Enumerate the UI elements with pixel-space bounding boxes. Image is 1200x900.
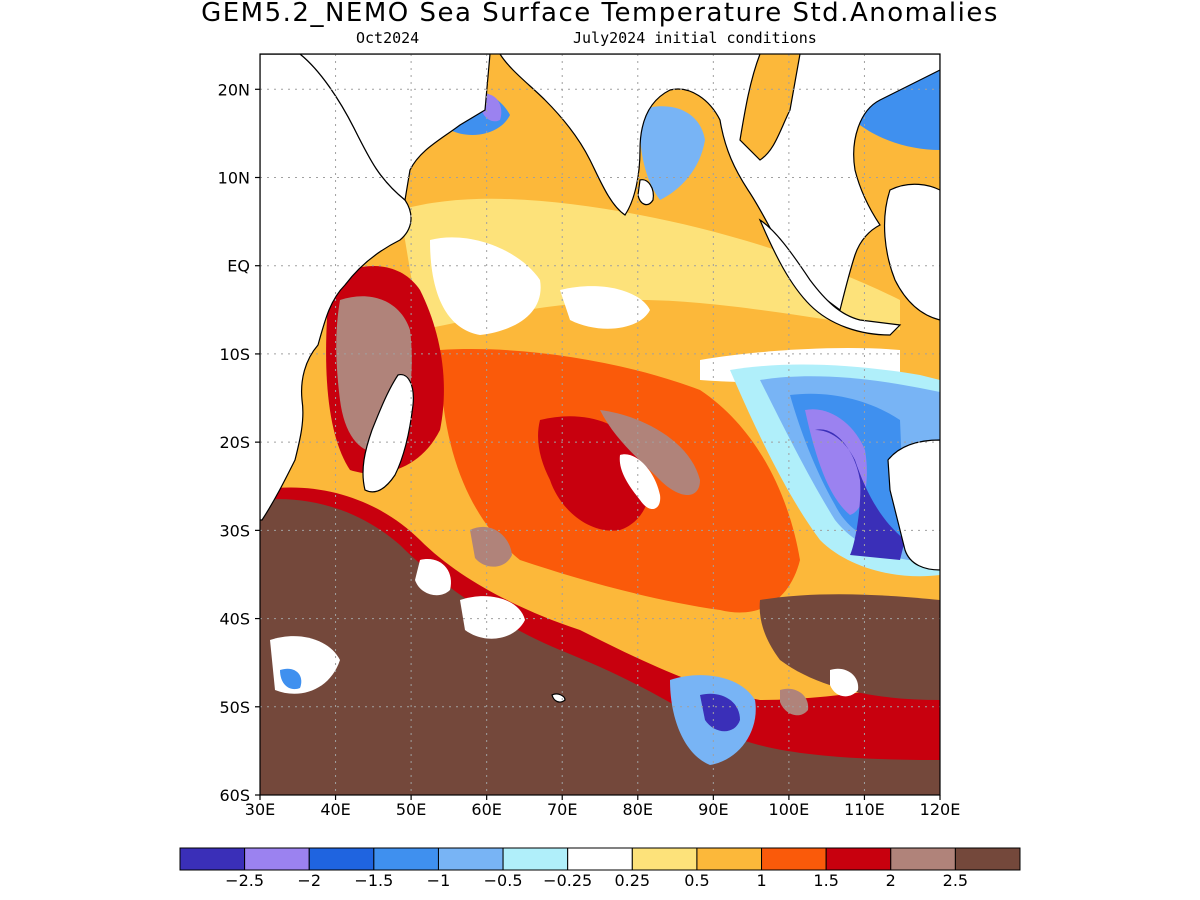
graticule [260,54,940,795]
australia-landmass [887,439,940,571]
region-extreme-cool [815,429,905,560]
colorbar-swatch [890,847,956,871]
lon-tick-label: 30E [245,800,275,819]
colorbar-swatch [696,847,763,871]
map-axes: 30E 40E 50E 60E 70E 80E 90E 100E 110E 120E 20N 10N E… [218,80,961,819]
region-strong-warm [538,416,651,531]
colorbar-label: −0.25 [543,871,592,890]
borneo-landmass [883,183,940,321]
lon-tick-label: 80E [623,800,653,819]
colorbar-swatch [954,847,1021,871]
colorbar-label: 0.5 [684,871,709,890]
colorbar-label: 1 [756,871,766,890]
region-very-cool [805,409,867,515]
colorbar-label: 2.5 [943,871,968,890]
colorbar-swatch [244,847,310,871]
colorbar-label: −0.5 [484,871,523,890]
lat-tick-label: 30S [219,521,250,540]
lat-tick-label: EQ [227,257,250,276]
arabia-landmass [260,54,491,202]
colorbar-label: −2 [297,871,321,890]
colorbar-label: −1.5 [354,871,393,890]
initial-conditions: July2024 initial conditions [573,29,817,47]
colorbar-label: −2.5 [225,871,264,890]
lat-tick-label: 40S [219,610,250,629]
map-frame [259,53,941,796]
colorbar-swatch [308,847,375,871]
region-neutral-central [560,286,650,329]
colorbar-swatch [179,847,246,871]
colorbar-swatch [567,847,633,871]
sri-lanka [637,179,654,206]
lon-tick-label: 100E [769,800,810,819]
region-south-neutral [460,596,525,639]
lat-tick-label: 50S [219,698,250,717]
colorbar-label: 1.5 [813,871,838,890]
colorbar-label: −1 [427,871,451,890]
lon-tick-label: 40E [320,800,350,819]
region-southeast-extreme-warm [759,594,940,700]
colorbar-label: 2 [886,871,896,890]
lat-tick-label: 60S [219,786,250,805]
region-se-neutral [830,668,859,697]
madagascar [362,374,414,493]
sumatra-java [758,218,902,336]
map-title: GEM5.2_NEMO Sea Surface Temperature Std.… [201,0,999,28]
region-central-very-warm [470,526,512,567]
colorbar-label: 0.25 [614,871,650,890]
lon-tick-label: 120E [920,800,961,819]
region-neutral-west [430,237,541,335]
colorbar: −2.5 −2 −1.5 −1 −0.5 −0.25 0.25 0.5 1 1.5 2 2.5 [179,847,1021,890]
colorbar-swatch [631,847,698,871]
region-se-very-warm [780,688,809,716]
colorbar-swatch [502,847,569,871]
region-neutral-patch [619,454,661,510]
lat-tick-label: 10N [218,169,250,188]
lat-tick-label: 20N [218,80,250,99]
lon-tick-label: 110E [844,800,885,819]
colorbar-swatch [437,847,504,871]
kerguelen-island [551,693,566,703]
region-very-warm [600,410,700,495]
region-central-neutral [415,559,451,596]
lat-tick-label: 20S [219,433,250,452]
colorbar-swatch [825,847,892,871]
region-sw-cool [280,668,302,690]
region-bay-of-bengal-cool [639,106,705,200]
colorbar-swatch [373,847,439,871]
forecast-month: Oct2024 [356,29,420,47]
lon-tick-label: 90E [698,800,728,819]
lon-tick-label: 50E [396,800,426,819]
region-south-extreme-cool [700,693,740,732]
lon-tick-label: 70E [547,800,577,819]
lon-tick-label: 60E [471,800,501,819]
colorbar-swatch [761,847,827,871]
lat-tick-label: 10S [219,345,250,364]
